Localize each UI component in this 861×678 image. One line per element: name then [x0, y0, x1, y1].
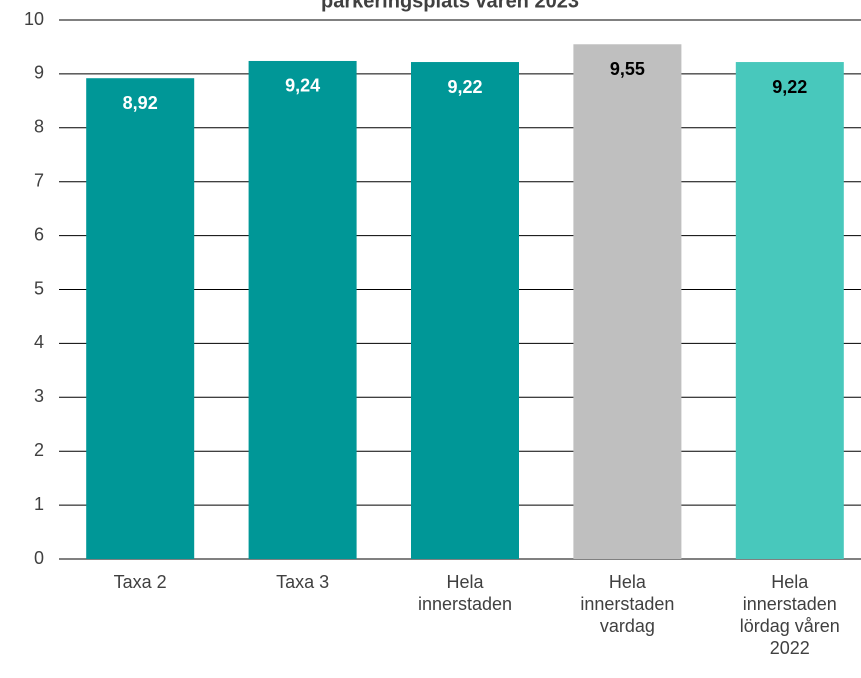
x-tick-label: Hela innerstaden vardag: [580, 572, 675, 636]
bar: [573, 44, 682, 559]
value-label: 9,22: [772, 77, 807, 97]
x-tick-label: Hela innerstaden lördag våren 2022: [739, 572, 840, 658]
y-tick-label: 3: [34, 386, 44, 406]
y-tick-label: 5: [34, 278, 44, 298]
value-label: 9,55: [610, 59, 645, 79]
y-tick-label: 8: [34, 117, 44, 137]
x-tick-label: Hela innerstaden: [417, 572, 513, 614]
bar: [411, 62, 519, 560]
y-tick-label: 6: [34, 224, 44, 244]
bar: [86, 78, 195, 559]
y-tick-label: 10: [24, 9, 44, 29]
y-tick-label: 9: [34, 63, 44, 83]
value-label: 9,22: [447, 77, 482, 97]
y-tick-label: 1: [34, 494, 44, 514]
y-tick-label: 4: [34, 332, 44, 352]
value-label: 9,24: [285, 76, 320, 96]
y-tick-label: 7: [34, 170, 44, 190]
x-tick-label: Taxa 2: [113, 572, 167, 592]
bar: [735, 62, 844, 560]
y-tick-label: 2: [34, 440, 44, 460]
value-label: 8,92: [123, 93, 158, 113]
y-tick-label: 0: [34, 548, 44, 568]
x-tick-label: Taxa 3: [276, 572, 330, 592]
bar: [248, 60, 357, 560]
chart-title: parkeringsplats våren 2023: [321, 0, 579, 12]
